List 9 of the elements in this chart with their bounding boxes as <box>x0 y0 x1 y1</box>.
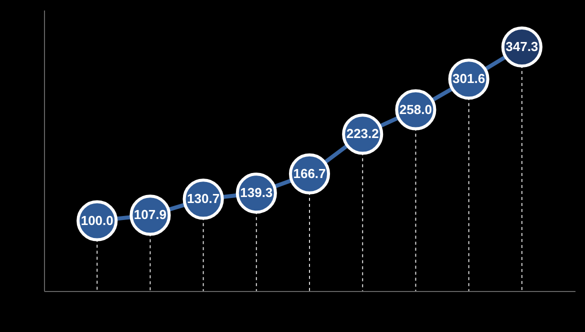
data-label: 223.2 <box>346 126 379 142</box>
data-label: 139.3 <box>240 185 273 200</box>
data-label: 347.3 <box>506 39 538 54</box>
data-label: 107.9 <box>134 207 166 222</box>
data-label: 166.7 <box>293 166 326 181</box>
data-label: 258.0 <box>399 102 432 117</box>
data-label: 301.6 <box>452 71 486 86</box>
data-label: 100.0 <box>80 212 114 228</box>
data-label: 130.7 <box>187 191 220 206</box>
